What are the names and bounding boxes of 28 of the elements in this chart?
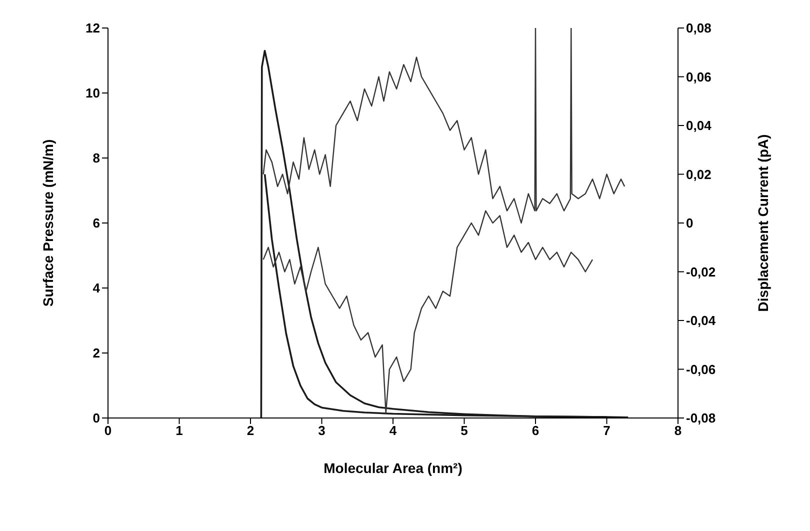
y-tick-label: 10: [86, 86, 100, 101]
y-tick-label: 4: [92, 280, 101, 296]
y2-tick-label: -0,06: [686, 362, 716, 377]
x-tick-label: 6: [532, 423, 540, 438]
x-tick-label: 1: [176, 423, 183, 438]
y2-tick-label: 0,06: [686, 69, 712, 84]
y-tick-label: 0: [92, 410, 100, 426]
y-tick-label: 12: [86, 20, 100, 36]
x-tick-label: 4: [389, 423, 398, 438]
y2-tick-label: -0,02: [686, 264, 716, 280]
y-tick-label: 8: [92, 150, 100, 166]
y2-tick-label: 0,08: [686, 20, 712, 36]
x-tick-label: 0: [104, 423, 112, 438]
x-axis-title: Molecular Area (nm²): [324, 460, 462, 476]
y2-tick-label: 0,02: [686, 166, 712, 182]
y2-tick-label: -0,08: [686, 410, 716, 426]
y2-tick-label: 0: [686, 216, 694, 231]
x-tick-label: 2: [246, 423, 254, 438]
x-tick-label: 5: [460, 423, 468, 438]
y2-axis-title: Displacement Current (pA): [754, 134, 771, 312]
y2-tick-label: 0,04: [686, 118, 712, 134]
x-tick-label: 8: [674, 423, 682, 438]
y2-tick-label: -0,04: [686, 313, 716, 328]
y-axis-title: Surface Pressure (mN/m): [40, 139, 56, 307]
x-tick-label: 3: [318, 423, 326, 438]
y-tick-label: 2: [92, 346, 100, 361]
x-tick-label: 7: [603, 423, 610, 438]
y-tick-label: 6: [92, 216, 100, 231]
